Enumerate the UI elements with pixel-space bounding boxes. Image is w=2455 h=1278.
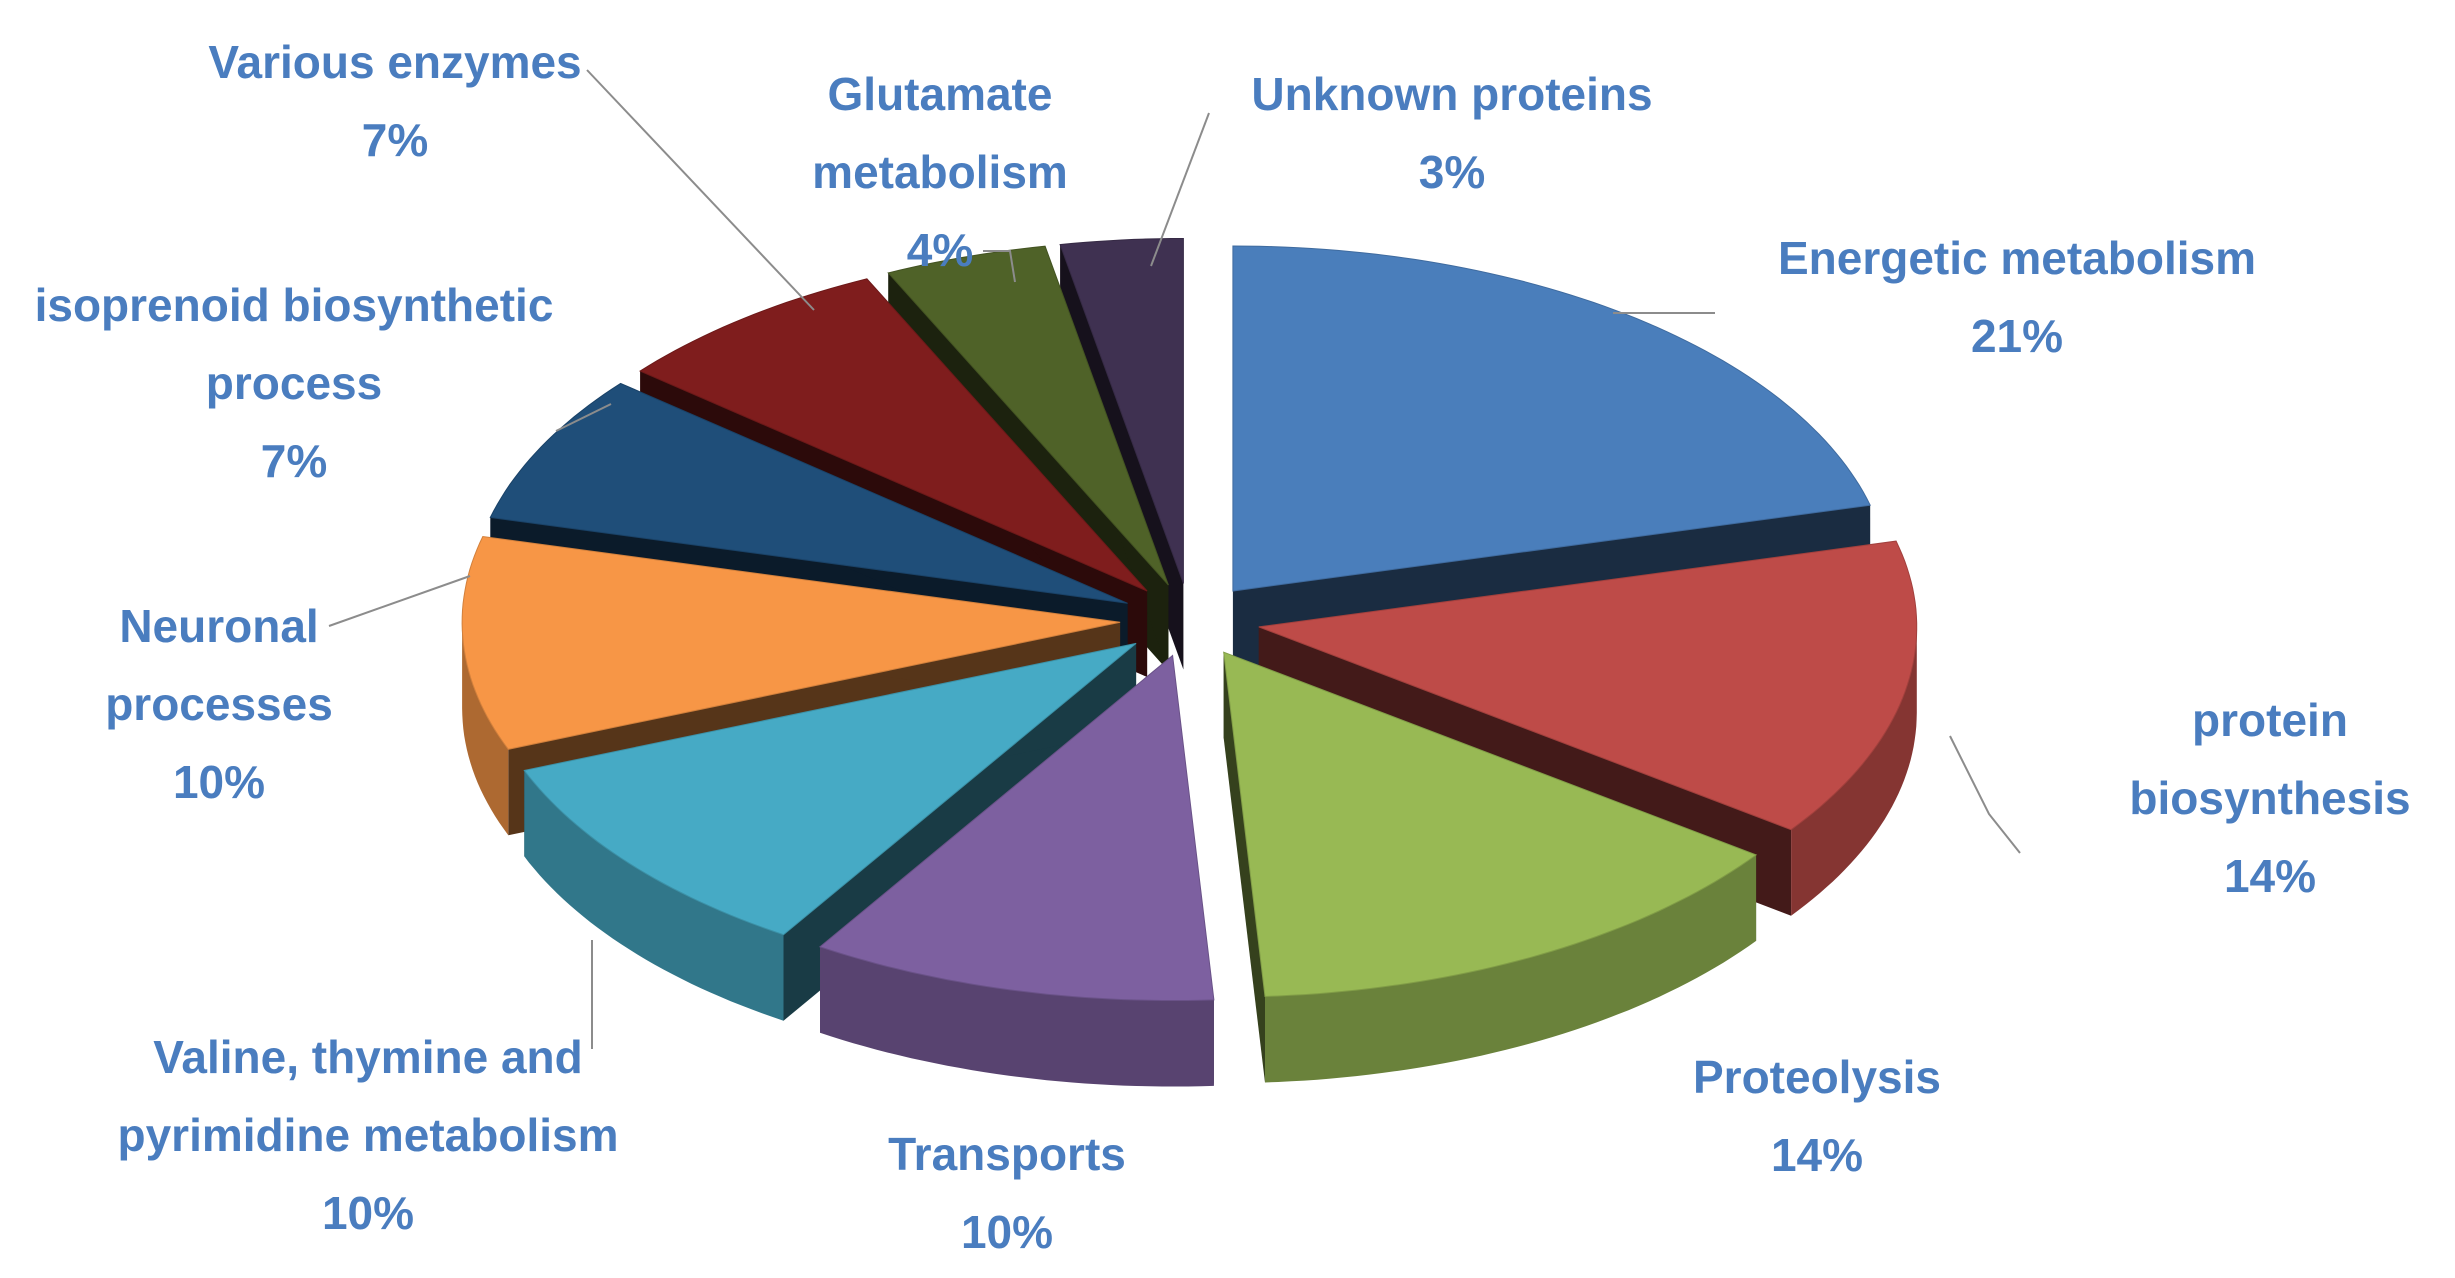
slice-label: Proteolysis 14% bbox=[1517, 1038, 2117, 1194]
leader-line bbox=[555, 403, 612, 432]
category-label: Energetic metabolism bbox=[1777, 232, 2257, 284]
slice bbox=[1258, 540, 1918, 831]
slice-label: Valine, thymine and pyrimidine metabolis… bbox=[58, 1018, 678, 1252]
leader-line bbox=[983, 250, 1016, 283]
slice-side bbox=[1223, 652, 1265, 1083]
slice bbox=[887, 245, 1169, 586]
slice bbox=[1223, 651, 1758, 998]
category-label: Unknown proteins bbox=[1251, 68, 1653, 120]
slice bbox=[523, 642, 1137, 936]
value-label: 7% bbox=[260, 435, 328, 487]
slice bbox=[639, 278, 1148, 592]
leader-lines bbox=[328, 69, 2021, 1049]
value-label: 14% bbox=[2223, 850, 2317, 902]
slice-wall bbox=[820, 946, 1214, 1087]
category-label: protein biosynthesis bbox=[2129, 694, 2411, 824]
slice-label: Various enzymes 7% bbox=[95, 23, 695, 179]
leader-line bbox=[1949, 735, 2021, 854]
category-label: Neuronal processes bbox=[105, 600, 333, 730]
slice-label: Transports 10% bbox=[707, 1115, 1307, 1271]
slice bbox=[1232, 245, 1871, 592]
slice-label: protein biosynthesis 14% bbox=[2100, 681, 2440, 915]
slice bbox=[489, 382, 1128, 604]
slice-wall bbox=[1265, 854, 1757, 1083]
slice-wall bbox=[524, 770, 784, 1021]
category-label: Glutamate metabolism bbox=[812, 68, 1068, 198]
category-label: isoprenoid biosynthetic process bbox=[34, 279, 554, 409]
leader-line bbox=[328, 575, 471, 627]
category-label: Proteolysis bbox=[1693, 1051, 1941, 1103]
value-label: 4% bbox=[906, 224, 974, 276]
slice-label: Glutamate metabolism 4% bbox=[780, 55, 1100, 289]
slice bbox=[818, 654, 1215, 1001]
value-label: 3% bbox=[1418, 146, 1486, 198]
value-label: 10% bbox=[321, 1187, 415, 1239]
category-label: Valine, thymine and pyrimidine metabolis… bbox=[117, 1031, 619, 1161]
value-label: 10% bbox=[960, 1206, 1054, 1258]
value-label: 7% bbox=[361, 114, 429, 166]
value-label: 10% bbox=[172, 756, 266, 808]
slice bbox=[461, 535, 1121, 750]
category-label: Transports bbox=[888, 1128, 1126, 1180]
slice-wall bbox=[1791, 626, 1917, 916]
leader-line bbox=[586, 69, 815, 311]
leader-line bbox=[1150, 112, 1210, 267]
slice-label: Neuronal processes 10% bbox=[79, 587, 359, 821]
value-label: 21% bbox=[1970, 310, 2064, 362]
slice-label: Energetic metabolism 21% bbox=[1567, 219, 2455, 375]
slices bbox=[461, 238, 1918, 1087]
slice-label: Unknown proteins 3% bbox=[1102, 55, 1802, 211]
slice bbox=[1059, 238, 1184, 584]
value-label: 14% bbox=[1770, 1129, 1864, 1181]
category-label: Various enzymes bbox=[208, 36, 582, 88]
slice-wall bbox=[462, 622, 509, 836]
slice-label: isoprenoid biosynthetic process 7% bbox=[14, 266, 574, 500]
